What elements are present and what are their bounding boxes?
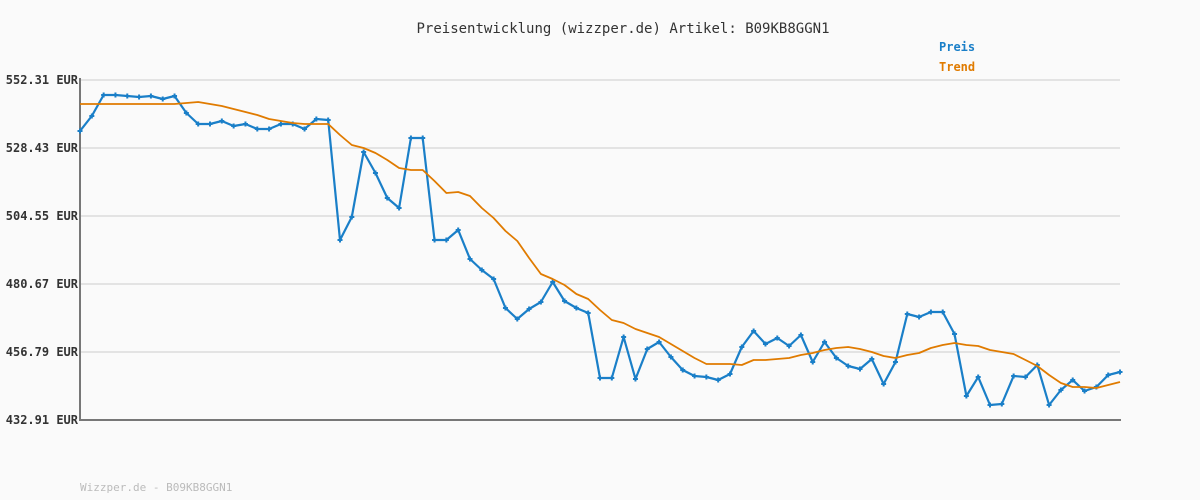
data-point — [278, 121, 284, 127]
data-point — [739, 344, 745, 350]
data-point — [1011, 373, 1017, 379]
data-point — [727, 371, 733, 377]
data-point — [692, 373, 698, 379]
data-point — [467, 256, 473, 262]
data-point — [585, 310, 591, 316]
data-point — [916, 314, 922, 320]
data-point — [644, 346, 650, 352]
data-point — [160, 96, 166, 102]
data-point — [219, 118, 225, 124]
data-point — [502, 305, 508, 311]
data-point — [904, 311, 910, 317]
data-point — [881, 381, 887, 387]
data-point — [491, 276, 497, 282]
data-point — [810, 359, 816, 365]
data-point — [455, 227, 461, 233]
data-point — [1022, 374, 1028, 380]
data-point — [1082, 388, 1088, 394]
footer-text: Wizzper.de - B09KB8GGN1 — [80, 481, 232, 494]
data-point — [136, 94, 142, 100]
data-point — [443, 237, 449, 243]
y-tick-label: 552.31 EUR — [6, 73, 79, 87]
data-point — [112, 92, 118, 98]
data-point — [632, 376, 638, 382]
data-point — [337, 237, 343, 243]
data-point — [479, 267, 485, 273]
data-point — [703, 374, 709, 380]
data-point — [892, 359, 898, 365]
data-point — [396, 205, 402, 211]
data-point — [833, 355, 839, 361]
data-point — [715, 377, 721, 383]
y-tick-label: 528.43 EUR — [6, 141, 79, 155]
data-point — [774, 335, 780, 341]
data-point — [952, 331, 958, 337]
series-line-trend — [80, 101, 1121, 389]
data-point — [195, 121, 201, 127]
data-point — [89, 113, 95, 119]
data-point — [1105, 372, 1111, 378]
data-point — [1117, 369, 1123, 375]
data-point — [1046, 402, 1052, 408]
data-point — [573, 305, 579, 311]
data-point — [928, 309, 934, 315]
data-point — [762, 341, 768, 347]
data-point — [420, 135, 426, 141]
data-point — [798, 332, 804, 338]
data-point — [822, 339, 828, 345]
data-point — [538, 299, 544, 305]
y-tick-label: 432.91 EUR — [6, 413, 79, 427]
data-point — [1070, 377, 1076, 383]
data-point — [963, 393, 969, 399]
data-point — [432, 237, 438, 243]
data-point — [940, 309, 946, 315]
legend-trend: Trend — [939, 60, 975, 74]
data-point — [550, 279, 556, 285]
y-tick-label: 456.79 EUR — [6, 345, 79, 359]
data-point — [999, 401, 1005, 407]
data-point — [384, 195, 390, 201]
y-tick-label: 504.55 EUR — [6, 209, 79, 223]
data-point — [349, 214, 355, 220]
data-point — [266, 126, 272, 132]
data-point — [751, 328, 757, 334]
data-point — [242, 121, 248, 127]
chart-title: Preisentwicklung (wizzper.de) Artikel: B… — [416, 21, 829, 37]
data-point — [526, 306, 532, 312]
data-point — [869, 356, 875, 362]
data-point — [514, 316, 520, 322]
data-point — [668, 354, 674, 360]
data-point — [562, 298, 568, 304]
data-point — [207, 121, 213, 127]
data-point — [372, 170, 378, 176]
data-point — [680, 367, 686, 373]
data-point — [975, 374, 981, 380]
data-point — [786, 343, 792, 349]
data-point — [231, 123, 237, 129]
data-point — [621, 334, 627, 340]
data-point — [987, 402, 993, 408]
series-line-preis — [79, 93, 1121, 407]
data-point — [254, 126, 260, 132]
data-point — [1058, 387, 1064, 393]
data-point — [77, 128, 83, 134]
data-point — [325, 117, 331, 123]
data-point — [183, 110, 189, 116]
data-point — [845, 363, 851, 369]
data-point — [656, 339, 662, 345]
data-point — [313, 116, 319, 122]
data-point — [124, 93, 130, 99]
data-point — [361, 149, 367, 155]
data-point — [302, 126, 308, 132]
y-tick-label: 480.67 EUR — [6, 277, 79, 291]
data-point — [172, 93, 178, 99]
data-point — [597, 375, 603, 381]
data-point — [148, 93, 154, 99]
data-point — [609, 375, 615, 381]
data-point — [408, 135, 414, 141]
legend-preis: Preis — [939, 40, 975, 54]
data-point — [857, 366, 863, 372]
data-point — [101, 92, 107, 98]
